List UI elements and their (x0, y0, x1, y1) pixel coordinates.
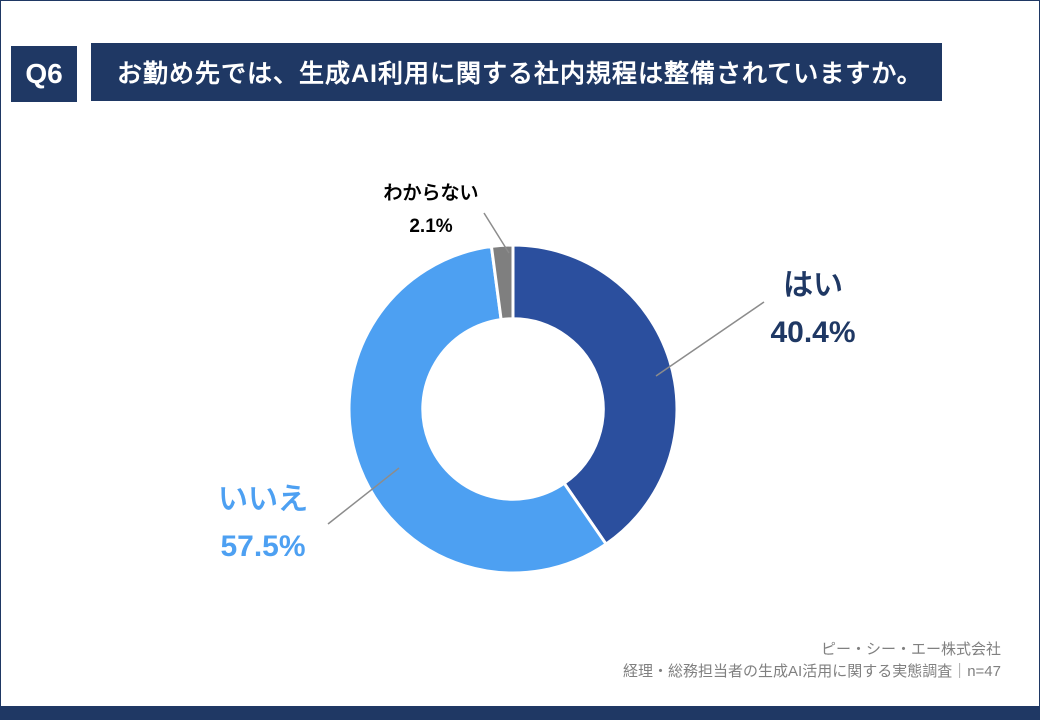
donut-segments (347, 243, 679, 575)
question-title: お勤め先では、生成AI利用に関する社内規程は整備されていますか。 (117, 60, 923, 88)
question-title-bar: お勤め先では、生成AI利用に関する社内規程は整備されていますか。 (91, 43, 942, 101)
donut-segment-1 (347, 244, 609, 575)
label-hai-value: 40.4% (770, 315, 856, 349)
label-iie-value: 57.5% (220, 529, 306, 563)
leader-line-wakaranai (483, 212, 510, 254)
donut-segment-0 (511, 243, 679, 547)
label-iie: いいえ 57.5% (188, 477, 338, 570)
footer-company: ピー・シー・エー株式会社 (820, 641, 1001, 658)
label-hai: はい 40.4% (738, 263, 888, 356)
label-wakaranai-value: 2.1% (409, 216, 453, 238)
question-number-badge: Q6 (11, 46, 77, 102)
label-wakaranai-name: わからない (383, 183, 479, 204)
label-hai-name: はい (783, 269, 843, 302)
label-wakaranai: わからない 2.1% (351, 177, 511, 244)
bottom-accent-bar (1, 706, 1039, 719)
label-iie-name: いいえ (218, 483, 308, 516)
footer-survey-name: 経理・総務担当者の生成AI活用に関する実態調査｜n=47 (623, 662, 1001, 680)
footer-credit: ピー・シー・エー株式会社 経理・総務担当者の生成AI活用に関する実態調査｜n=4… (623, 639, 1001, 683)
leader-line-hai (655, 301, 765, 377)
donut-segment-2 (489, 243, 515, 322)
leader-line-iie (327, 467, 400, 525)
leader-lines (327, 212, 765, 525)
